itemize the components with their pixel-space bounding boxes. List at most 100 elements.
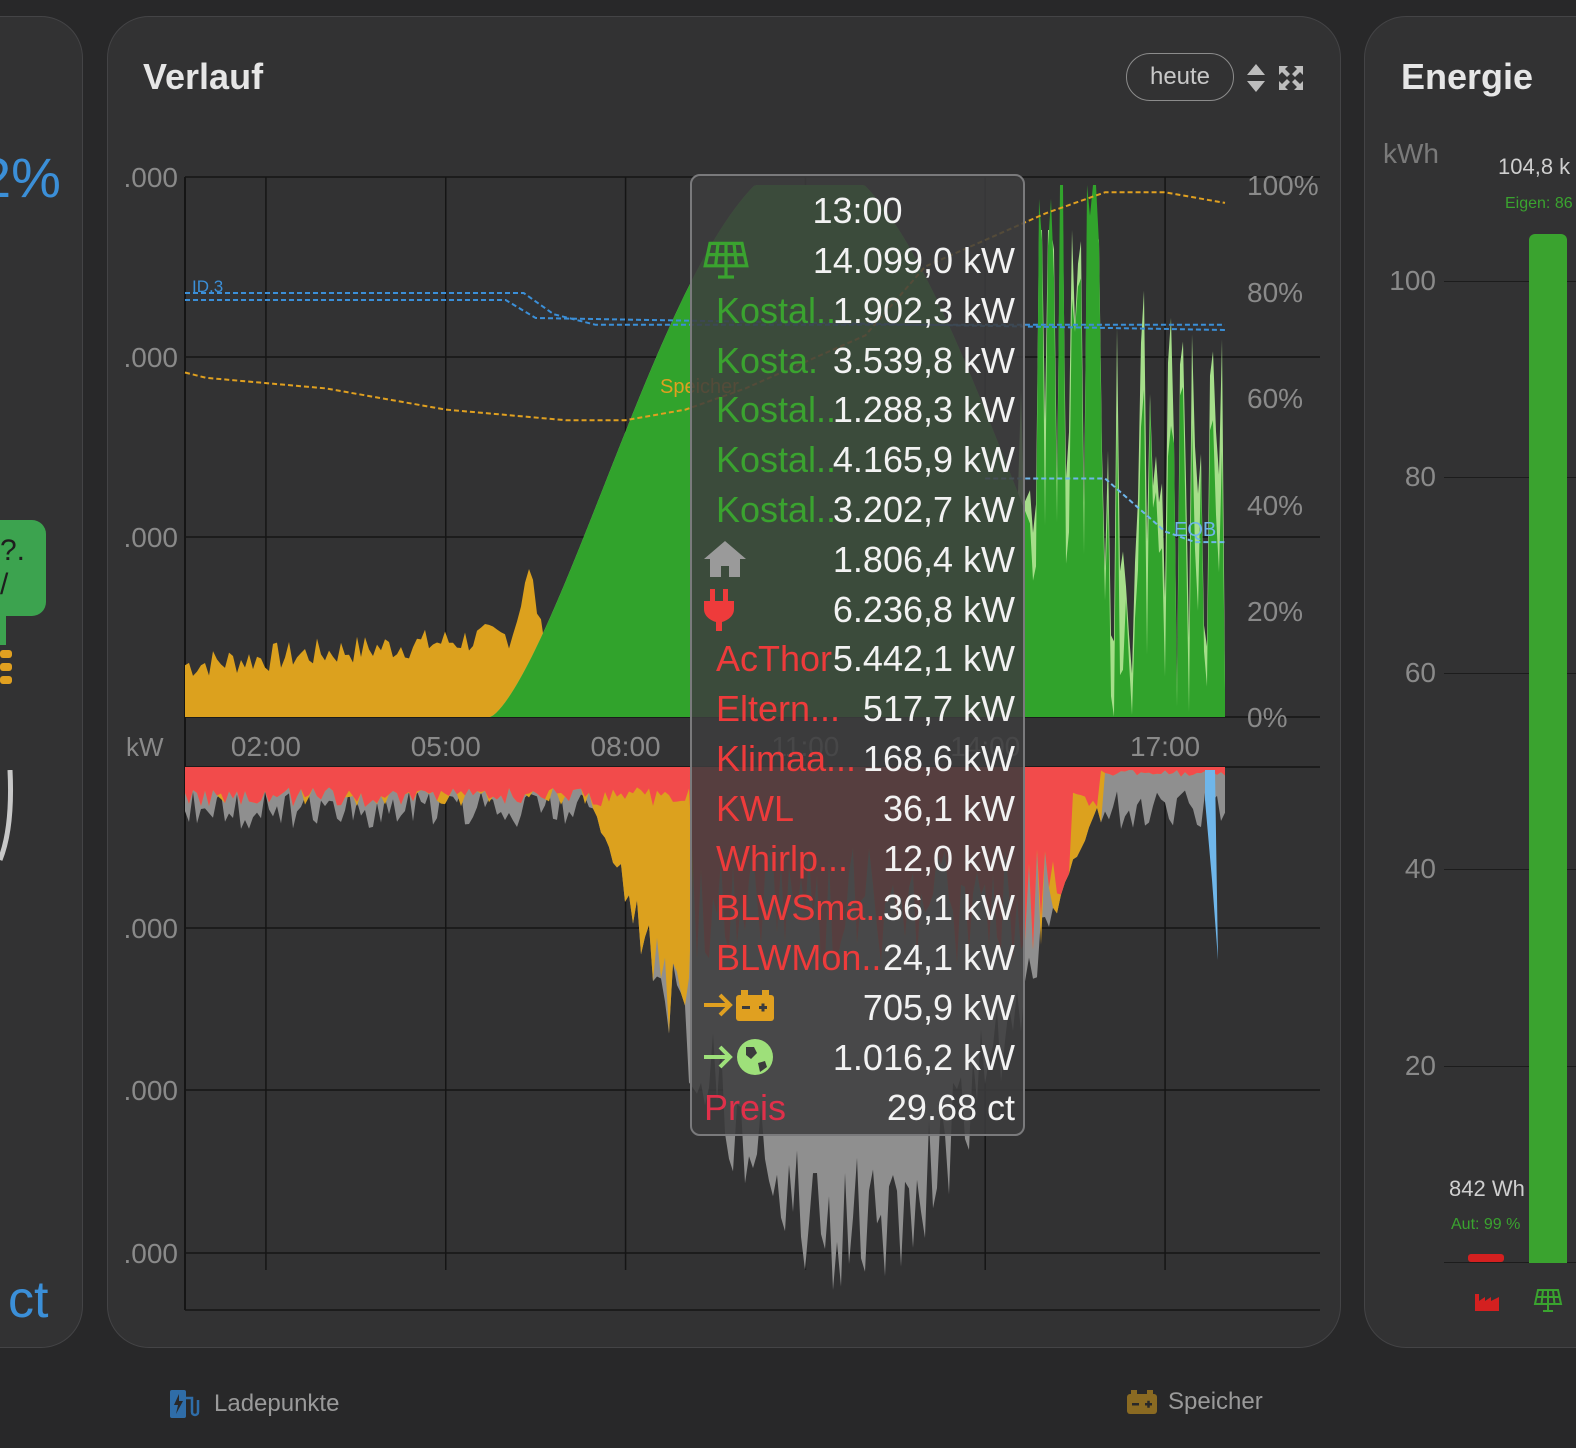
battery-discharge-area [185, 569, 597, 717]
tooltip-row-value: 36,1 kW [882, 787, 1015, 829]
y-tick-label: .000 [124, 1238, 179, 1269]
soc-speicher-line [184, 191, 1226, 422]
tooltip-row: Kostal.. 3.202,7 kW [692, 489, 1027, 539]
energie-baseline [1444, 1262, 1576, 1263]
energie-solar-bar[interactable] [1529, 234, 1567, 1263]
tooltip-row-value: 1.016,2 kW [832, 1036, 1015, 1078]
energie-bar-label: 842 Wh [1449, 1176, 1525, 1201]
tooltip-row-label: Kosta. [716, 339, 819, 381]
tooltip-row-value: 5.442,1 kW [832, 638, 1015, 680]
tooltip-row-label: KWL [716, 787, 795, 829]
tooltip-row: 6.236,8 kW [692, 588, 1027, 639]
tooltip-row-value: 29.68 ct [886, 1086, 1015, 1128]
tooltip-row: Eltern... 517,7 kW [692, 688, 1027, 738]
tooltip-row: Klimaa... 168,6 kW [692, 738, 1027, 788]
tooltip-time: 13:00 [812, 190, 903, 231]
soc-label: ID.3 [192, 277, 223, 296]
left-card-percent: 2% [0, 146, 61, 209]
left-card-badge-line2: / [0, 568, 9, 601]
tooltip-row-value: 12,0 kW [882, 837, 1015, 879]
tooltip-row: Whirlp... 12,0 kW [692, 838, 1027, 888]
soc-id3-line [185, 292, 1225, 326]
tooltip-row: 1.016,2 kW [692, 1037, 1027, 1087]
energie-top-sub: Eigen: 86 [1505, 195, 1573, 212]
y-tick-label: .000 [124, 162, 179, 193]
solar-panel-icon [1533, 1289, 1563, 1312]
verlauf-title: Verlauf [143, 56, 264, 97]
left-card [0, 16, 83, 1348]
left-card-connector-icon [0, 615, 12, 684]
tooltip-row-value: 3.202,7 kW [832, 489, 1015, 530]
tooltip-row: Kostal.. 1.902,3 kW [692, 290, 1027, 340]
energie-gridline [1444, 869, 1576, 870]
tooltip-row-value: 168,6 kW [862, 738, 1015, 779]
x-tick-label: 08:00 [591, 731, 661, 762]
tooltip-row-label: AcThor [716, 638, 833, 680]
sort-arrows-icon[interactable] [1245, 62, 1267, 94]
tooltip-row-value: 36,1 kW [882, 887, 1015, 929]
tooltip-row-label: Kostal.. [716, 289, 837, 331]
tooltip-row-label: Klimaa... [716, 738, 857, 779]
tooltip-row: Preis 29.68 ct [692, 1087, 1027, 1137]
y2-tick-label: 100% [1247, 170, 1319, 201]
energie-tick-label: 60 [1404, 657, 1436, 688]
period-button[interactable]: heute [1126, 53, 1234, 101]
y-tick-label: .000 [124, 913, 179, 944]
grid-export-area [1205, 770, 1218, 960]
tooltip-row: Kostal.. 1.288,3 kW [692, 389, 1027, 439]
x-tick-label: 17:00 [1130, 731, 1200, 762]
unit-label: kW [126, 732, 164, 762]
tooltip-row-label: BLWMon.. [716, 937, 882, 979]
x-tick-label: 02:00 [231, 731, 301, 762]
tooltip-row-label: Whirlp... [716, 837, 849, 879]
tooltip-row-label: Kostal.. [716, 489, 837, 530]
energie-gridline [1444, 1066, 1576, 1067]
expand-arrows-icon[interactable] [1277, 64, 1305, 92]
tooltip-row: 14.099,0 kW [692, 240, 1027, 290]
tooltip-row-value: 705,9 kW [862, 987, 1015, 1028]
tooltip-row-value: 6.236,8 kW [832, 588, 1015, 630]
tooltip-row: Kosta. 3.539,8 kW [692, 340, 1027, 390]
energie-tick-label: 20 [1404, 1050, 1436, 1081]
tooltip-row: BLWSma.. 36,1 kW [692, 887, 1027, 937]
y2-tick-label: 80% [1247, 277, 1303, 308]
tooltip-row-value: 24,1 kW [882, 937, 1015, 979]
y-tick-label: .000 [124, 1075, 179, 1106]
tooltip-row: 705,9 kW [692, 987, 1027, 1037]
grid-export-icon [702, 1037, 776, 1086]
history-chart[interactable]: ID.3SpeicherEQB.000.000.000.000.000.0001… [0, 0, 1340, 1340]
solar-panel-icon [702, 240, 750, 291]
tooltip-row-value: 1.288,3 kW [832, 389, 1015, 431]
energie-unit: kWh [1383, 138, 1439, 169]
y2-tick-label: 20% [1247, 596, 1303, 627]
tooltip-row: AcThor 5.442,1 kW [692, 638, 1027, 688]
tooltip-row-label: Kostal.. [716, 389, 837, 431]
energie-consumption-bar[interactable] [1468, 1254, 1504, 1262]
footer-speicher[interactable]: Speicher [1126, 1388, 1263, 1416]
energie-gridline [1444, 281, 1576, 282]
tooltip-row: 1.806,4 kW [692, 539, 1027, 589]
tooltip-row: BLWMon.. 24,1 kW [692, 937, 1027, 987]
charging-station-icon [170, 1390, 200, 1418]
energie-tick-label: 100 [1389, 265, 1436, 296]
soc-label: EQB [1174, 519, 1216, 541]
y-tick-label: .000 [124, 342, 179, 373]
energie-tick-label: 80 [1404, 461, 1436, 492]
tooltip-row-value: 14.099,0 kW [812, 240, 1015, 281]
y2-tick-label: 40% [1247, 490, 1303, 521]
chart-tooltip: 13:00 14.099,0 kW Kostal.. 1.902,3 kW Kosta… [690, 174, 1025, 1136]
tooltip-row-value: 4.165,9 kW [832, 439, 1015, 481]
tooltip-row-value: 3.539,8 kW [832, 339, 1015, 381]
footer-speicher-label: Speicher [1168, 1388, 1263, 1415]
left-card-badge[interactable]: ?. / [0, 520, 46, 616]
left-card-badge-line1: ?. [0, 534, 26, 567]
tooltip-row-label: Kostal.. [716, 439, 837, 481]
footer-ladepunkte[interactable]: Ladepunkte [168, 1388, 339, 1420]
y-tick-label: .000 [124, 522, 179, 553]
footer-ladepunkte-label: Ladepunkte [214, 1390, 340, 1417]
y2-tick-label: 0% [1247, 702, 1287, 733]
energie-top-value: 104,8 k [1498, 154, 1571, 179]
tooltip-row-value: 1.902,3 kW [832, 289, 1015, 331]
tooltip-row-label: Preis [704, 1086, 787, 1128]
energie-title: Energie [1401, 56, 1534, 97]
